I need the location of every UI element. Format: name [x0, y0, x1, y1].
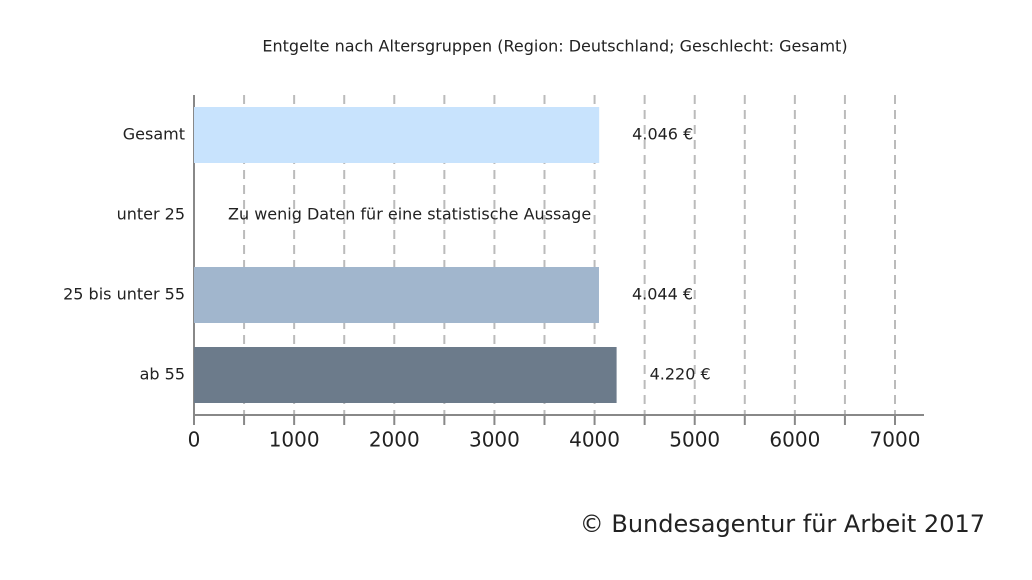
x-tick-label: 5000	[669, 428, 720, 452]
x-tick-label: 4000	[569, 428, 620, 452]
y-tick-label: ab 55	[140, 365, 185, 384]
x-tick-label: 0	[188, 428, 201, 452]
value-label: 4.220 €	[650, 365, 711, 384]
value-label: 4.044 €	[632, 285, 693, 304]
y-tick-label: Gesamt	[123, 125, 185, 144]
x-tick-label: 1000	[269, 428, 320, 452]
bar	[194, 347, 617, 403]
x-tick-label: 7000	[870, 428, 921, 452]
chart-title: Entgelte nach Altersgruppen (Region: Deu…	[262, 37, 847, 56]
x-tick-label: 2000	[369, 428, 420, 452]
no-data-label: Zu wenig Daten für eine statistische Aus…	[228, 205, 591, 224]
y-tick-label: 25 bis unter 55	[63, 285, 185, 304]
source: © Bundesagentur für Arbeit 2017	[580, 510, 985, 538]
x-tick-label: 6000	[769, 428, 820, 452]
value-label: 4.046 €	[632, 125, 693, 144]
bar	[194, 107, 600, 163]
bar	[194, 267, 599, 323]
y-tick-label: unter 25	[117, 205, 185, 224]
x-tick-label: 3000	[469, 428, 520, 452]
